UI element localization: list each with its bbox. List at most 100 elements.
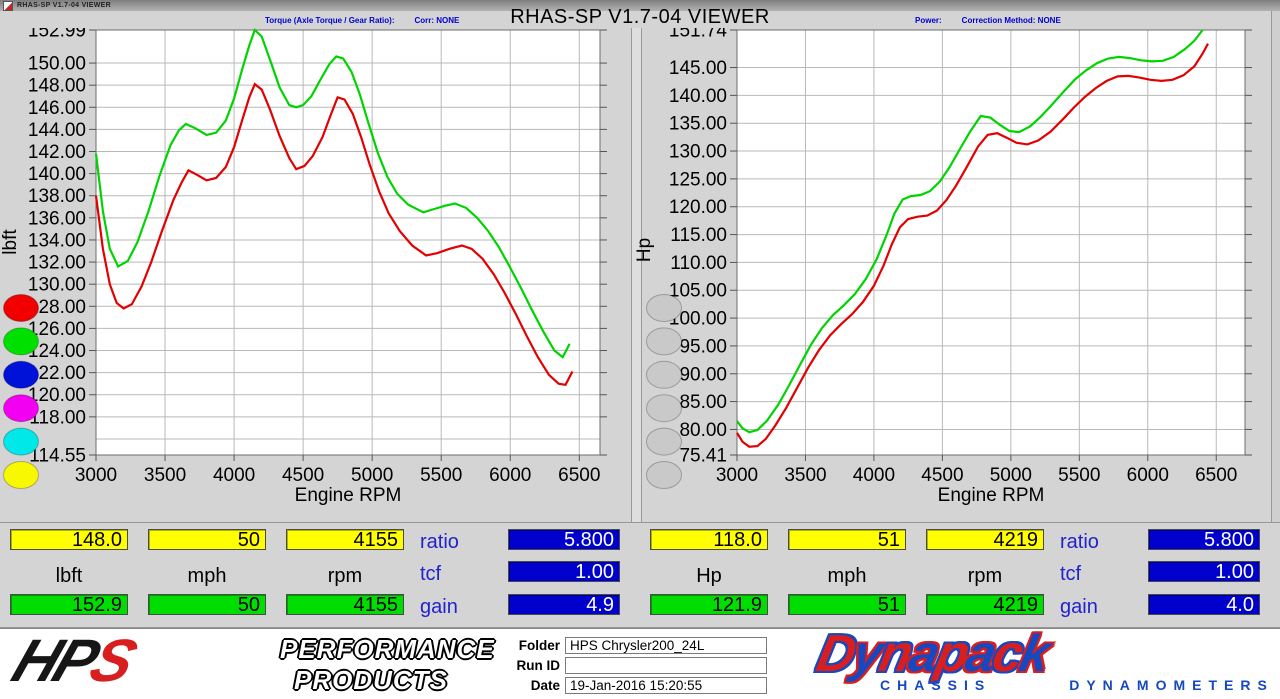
torque-peak-rpm-field: 4155 xyxy=(286,529,404,550)
window-right-edge xyxy=(1271,11,1280,699)
power-chart-caption: Power: Correction Method: NONE xyxy=(915,16,1061,25)
axle-torque-rpm-field: 4155 xyxy=(286,594,404,615)
svg-text:80.00: 80.00 xyxy=(679,420,727,441)
run-select-button-3[interactable] xyxy=(646,360,682,389)
torque-curve-red xyxy=(94,82,574,387)
run-select-button-6[interactable] xyxy=(646,461,682,489)
svg-text:5000: 5000 xyxy=(351,465,393,486)
run-select-button-5[interactable] xyxy=(3,427,39,456)
run-select-button-4[interactable] xyxy=(3,394,39,423)
svg-text:124.00: 124.00 xyxy=(28,341,86,362)
torque-caption-label: Torque (Axle Torque / Gear Ratio): xyxy=(265,16,395,25)
axle-torque-mph-field: 50 xyxy=(148,594,266,615)
torque-xaxis-title: Engine RPM xyxy=(295,485,402,506)
torque-readouts: 148.0 50 4155 lbft mph rpm 152.9 50 4155… xyxy=(0,523,640,627)
svg-text:140.00: 140.00 xyxy=(28,164,86,185)
svg-text:3500: 3500 xyxy=(784,465,826,486)
torque-unit-label: lbft xyxy=(55,565,83,587)
date-field[interactable]: 19-Jan-2016 15:20:55 xyxy=(565,677,767,695)
folder-label: Folder xyxy=(518,638,560,653)
folder-field[interactable]: HPS Chrysler200_24L xyxy=(565,637,767,655)
run-id-field[interactable] xyxy=(565,657,767,675)
mph-unit-label: mph xyxy=(827,565,867,587)
svg-text:5000: 5000 xyxy=(990,465,1032,486)
ratio-input[interactable]: 5.800 xyxy=(1148,529,1260,550)
run-id-row: Run ID xyxy=(478,657,767,675)
tcf-input[interactable]: 1.00 xyxy=(508,561,620,582)
run-select-button-2[interactable] xyxy=(3,327,39,356)
run-select-button-5[interactable] xyxy=(646,427,682,456)
svg-text:3000: 3000 xyxy=(75,465,117,486)
hps-products-text: PRODUCTS xyxy=(294,665,448,695)
svg-text:115.00: 115.00 xyxy=(670,225,727,246)
run-select-button-3[interactable] xyxy=(3,360,39,389)
pane-splitter[interactable] xyxy=(631,28,642,522)
corrected-power-value-field: 121.9 xyxy=(650,594,768,615)
hps-performance-text: PERFORMANCE xyxy=(280,634,495,664)
corrected-power-mph-field: 51 xyxy=(788,594,906,615)
svg-text:4000: 4000 xyxy=(853,465,895,486)
svg-text:90.00: 90.00 xyxy=(679,364,727,385)
page-title: RHAS-SP V1.7-04 VIEWER xyxy=(510,6,770,28)
tcf-label: tcf xyxy=(1060,563,1082,585)
power-yaxis-title: Hp xyxy=(634,238,655,262)
dynapack-subtitle: CHASSIS DYNAMOMETERS xyxy=(880,677,1274,693)
torque-chart: 152.99 150.00148.00146.00144.00142.00140.… xyxy=(0,28,607,506)
gain-input[interactable]: 4.0 xyxy=(1148,594,1260,615)
torque-corr-label: Corr: NONE xyxy=(414,16,460,25)
tcf-label: tcf xyxy=(420,563,442,585)
svg-text:3500: 3500 xyxy=(144,465,186,486)
date-label: Date xyxy=(530,678,560,693)
svg-text:138.00: 138.00 xyxy=(28,186,86,207)
run-select-button-2[interactable] xyxy=(646,327,682,356)
power-chart: 151.74 145.00 140.00 135.00 130.00 125.00 120.… xyxy=(634,28,1252,506)
ratio-label: ratio xyxy=(420,531,459,553)
run-select-button-6[interactable] xyxy=(3,461,39,489)
svg-text:142.00: 142.00 xyxy=(28,142,86,163)
svg-text:150.00: 150.00 xyxy=(28,54,86,75)
power-peak-mph-field: 51 xyxy=(788,529,906,550)
ratio-input[interactable]: 5.800 xyxy=(508,529,620,550)
axle-torque-value-field: 152.9 xyxy=(10,594,128,615)
svg-text:128.00: 128.00 xyxy=(28,297,86,318)
svg-text:6000: 6000 xyxy=(489,465,531,486)
svg-text:130.00: 130.00 xyxy=(669,142,727,163)
svg-text:6500: 6500 xyxy=(1195,465,1237,486)
dynapack-chassis-text: CHASSIS xyxy=(880,677,992,693)
svg-text:4000: 4000 xyxy=(213,465,255,486)
svg-text:105.00: 105.00 xyxy=(669,281,727,302)
svg-text:110.00: 110.00 xyxy=(670,253,727,274)
svg-text:4500: 4500 xyxy=(282,465,324,486)
run-select-button-4[interactable] xyxy=(646,394,682,423)
corrected-power-rpm-field: 4219 xyxy=(926,594,1044,615)
power-readouts: 118.0 51 4219 Hp mph rpm 121.9 51 4219 r… xyxy=(640,523,1280,627)
svg-text:120.00: 120.00 xyxy=(669,197,727,218)
run-select-button-1[interactable] xyxy=(3,294,39,322)
gain-label: gain xyxy=(420,596,458,618)
svg-text:118.00: 118.00 xyxy=(29,407,86,428)
gain-input[interactable]: 4.9 xyxy=(508,594,620,615)
svg-text:125.00: 125.00 xyxy=(669,169,727,190)
hp-unit-label: Hp xyxy=(696,565,722,587)
svg-text:5500: 5500 xyxy=(1058,465,1100,486)
torque-chart-caption: Torque (Axle Torque / Gear Ratio): Corr: … xyxy=(265,16,459,25)
tcf-input[interactable]: 1.00 xyxy=(1148,561,1260,582)
rpm-unit-label: rpm xyxy=(967,565,1003,587)
svg-text:6000: 6000 xyxy=(1127,465,1169,486)
svg-text:95.00: 95.00 xyxy=(679,336,727,357)
svg-text:151.74: 151.74 xyxy=(669,28,728,42)
dynapack-logo: Dynapack CHASSIS DYNAMOMETERS xyxy=(812,625,1274,699)
svg-text:140.00: 140.00 xyxy=(669,86,727,107)
power-curve-green xyxy=(736,29,1204,434)
svg-text:148.00: 148.00 xyxy=(28,76,86,97)
svg-text:4500: 4500 xyxy=(921,465,963,486)
readout-panel: 148.0 50 4155 lbft mph rpm 152.9 50 4155… xyxy=(0,522,1280,628)
run-id-label: Run ID xyxy=(516,658,561,673)
svg-text:120.00: 120.00 xyxy=(28,385,86,406)
footer-bar: HPS PERFORMANCE PRODUCTS Folder HPS Chrys… xyxy=(0,625,1280,699)
svg-text:114.55: 114.55 xyxy=(29,446,86,467)
window-titlebar[interactable]: RHAS-SP V1.7-04 VIEWER xyxy=(0,0,1280,11)
svg-text:126.00: 126.00 xyxy=(28,319,86,340)
svg-text:152.99: 152.99 xyxy=(28,28,86,42)
run-select-button-1[interactable] xyxy=(646,294,682,322)
